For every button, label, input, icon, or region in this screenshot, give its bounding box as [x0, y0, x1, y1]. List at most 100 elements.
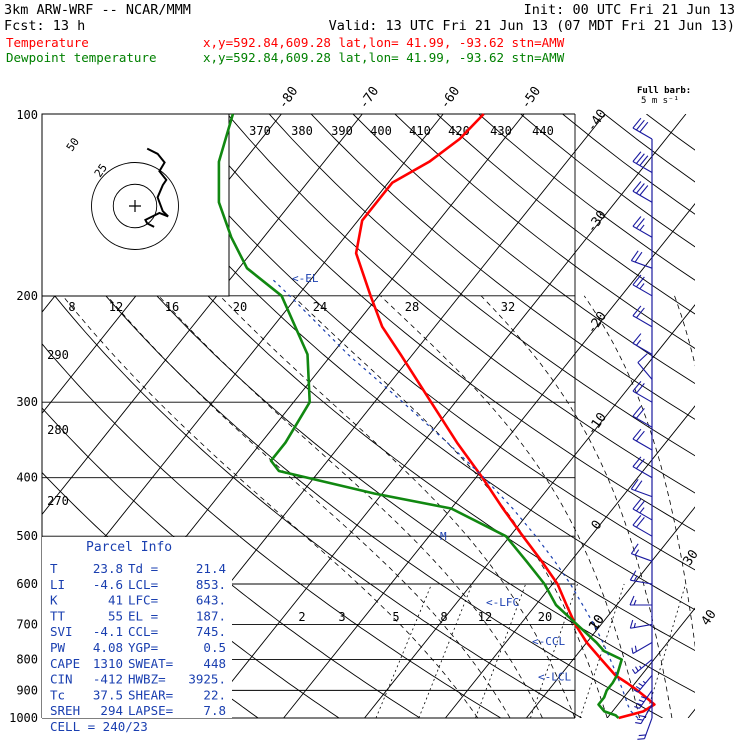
barb-staff — [632, 284, 653, 297]
mixing-ratio-label: 2 — [298, 610, 305, 624]
parcel-row-key: Td = — [128, 561, 158, 576]
dry-adiabat-label: 390 — [331, 124, 353, 138]
wind-barb — [631, 642, 653, 655]
isotherm — [687, 708, 695, 718]
barb-staff — [632, 642, 653, 655]
dry-adiabat — [268, 114, 695, 457]
isotherm-label: 30 — [680, 547, 701, 568]
parcel-row-value: 3925. — [188, 672, 226, 687]
isotherm-label: -30 — [584, 208, 610, 236]
barb-flag — [632, 498, 642, 510]
parcel-row-key: LCL= — [128, 577, 158, 592]
mixing-ratio-label: 3 — [338, 610, 345, 624]
barb-flag — [629, 570, 637, 581]
barb-flag — [635, 218, 645, 229]
mixing-ratio-label: 20 — [538, 610, 552, 624]
mixing-ratio-label: 12 — [478, 610, 492, 624]
pressure-tick-label: 200 — [16, 289, 38, 303]
dry-adiabat — [143, 114, 695, 571]
parcel-row-key: YGP= — [128, 640, 158, 655]
parcel-row-key: LFC= — [128, 593, 158, 608]
wind-barb — [630, 250, 653, 269]
isotherm-label: 20 — [586, 612, 607, 633]
isotherm — [445, 405, 695, 718]
barb-flag — [635, 722, 642, 725]
parcel-row-key: TT — [50, 608, 66, 623]
barb-flag — [635, 517, 645, 528]
barb-flag — [632, 406, 642, 417]
parcel-row-key: SREH — [50, 703, 80, 718]
barb-flag — [635, 153, 645, 164]
barb-flag — [635, 383, 645, 394]
barb-flag — [632, 333, 642, 344]
barb-flag — [639, 715, 646, 718]
parcel-row-value: 643. — [196, 593, 226, 608]
wind-barb — [637, 717, 653, 740]
pressure-tick-label: 700 — [16, 617, 38, 631]
pressure-tick-label: 1000 — [9, 711, 38, 725]
barb-flag — [635, 183, 645, 194]
init-time: Init: 00 UTC Fri 21 Jun 13 — [524, 2, 735, 18]
barb-flag — [630, 478, 639, 490]
wind-barb — [632, 333, 653, 355]
barb-flag — [635, 307, 645, 319]
dry-adiabat — [42, 150, 695, 693]
isotherm-label: -40 — [584, 107, 610, 135]
hodograph-ring-label: 25 — [92, 161, 110, 179]
parcel-row-value: 22. — [203, 687, 226, 702]
barb-legend-value: 5 m s⁻¹ — [641, 96, 679, 106]
mixing-ratio-label: 5 — [392, 610, 399, 624]
barb-flag — [635, 119, 645, 131]
barb-staff — [632, 390, 653, 403]
mixing-ratio-line — [418, 583, 473, 718]
parcel-row-key: SHEAR= — [128, 687, 173, 702]
level-marker: <-CCL — [532, 635, 565, 648]
parcel-row-key: HWBZ= — [128, 672, 166, 687]
dry-adiabat-label: 280 — [47, 423, 69, 437]
barb-staff — [632, 508, 653, 521]
barb-half — [633, 622, 636, 628]
level-marker: <-LFC — [486, 596, 519, 609]
temperature-legend-label: Temperature — [6, 35, 89, 50]
model-title: 3km ARW-WRF -- NCAR/MMM — [4, 2, 191, 18]
moist-adiabat — [674, 295, 695, 367]
series-dewpoint-temperature — [217, 113, 623, 719]
wind-barb — [629, 595, 652, 606]
pressure-tick-label: 300 — [16, 395, 38, 409]
isotherm — [42, 114, 444, 617]
barb-staff — [632, 415, 653, 428]
valid-time: Valid: 13 UTC Fri 21 Jun 13 (07 MDT Fri … — [329, 18, 735, 34]
barb-flag — [633, 689, 639, 693]
parcel-row-value: 1310 — [93, 656, 123, 671]
barb-flag — [630, 250, 639, 261]
dry-adiabat — [59, 114, 695, 652]
parcel-row-value: 448 — [203, 656, 226, 671]
barb-flag — [635, 430, 645, 442]
wind-barb — [632, 274, 653, 297]
dry-adiabat-label: 380 — [291, 124, 313, 138]
moist-adiabat — [219, 295, 576, 718]
parcel-row-key: SVI — [50, 624, 73, 639]
hodograph-speed-label: 24 — [313, 300, 327, 314]
mixing-ratio-label: 8 — [440, 610, 447, 624]
barb-half — [635, 339, 642, 346]
hodograph-trace — [144, 147, 169, 228]
dewpoint-legend-coords: x,y=592.84,609.28 lat,lon= 41.99, -93.62… — [203, 50, 565, 65]
temperature-legend-coords: x,y=592.84,609.28 lat,lon= 41.99, -93.62… — [203, 35, 565, 50]
wind-barb — [632, 381, 653, 403]
barb-flag — [634, 705, 640, 709]
barb-half — [633, 599, 637, 606]
parcel-row-value: 23.8 — [93, 561, 123, 576]
barb-flag — [632, 181, 642, 192]
moist-adiabat — [480, 295, 673, 718]
mixing-ratio-line — [645, 583, 687, 718]
mixing-ratio-line — [579, 583, 625, 718]
dry-adiabat — [646, 114, 695, 151]
barb-staff — [632, 315, 653, 328]
barb-flag — [629, 619, 634, 629]
dry-adiabat-label: 440 — [532, 124, 554, 138]
barb-half — [634, 549, 640, 556]
wind-barb — [632, 117, 653, 140]
barb-staff — [632, 524, 653, 537]
